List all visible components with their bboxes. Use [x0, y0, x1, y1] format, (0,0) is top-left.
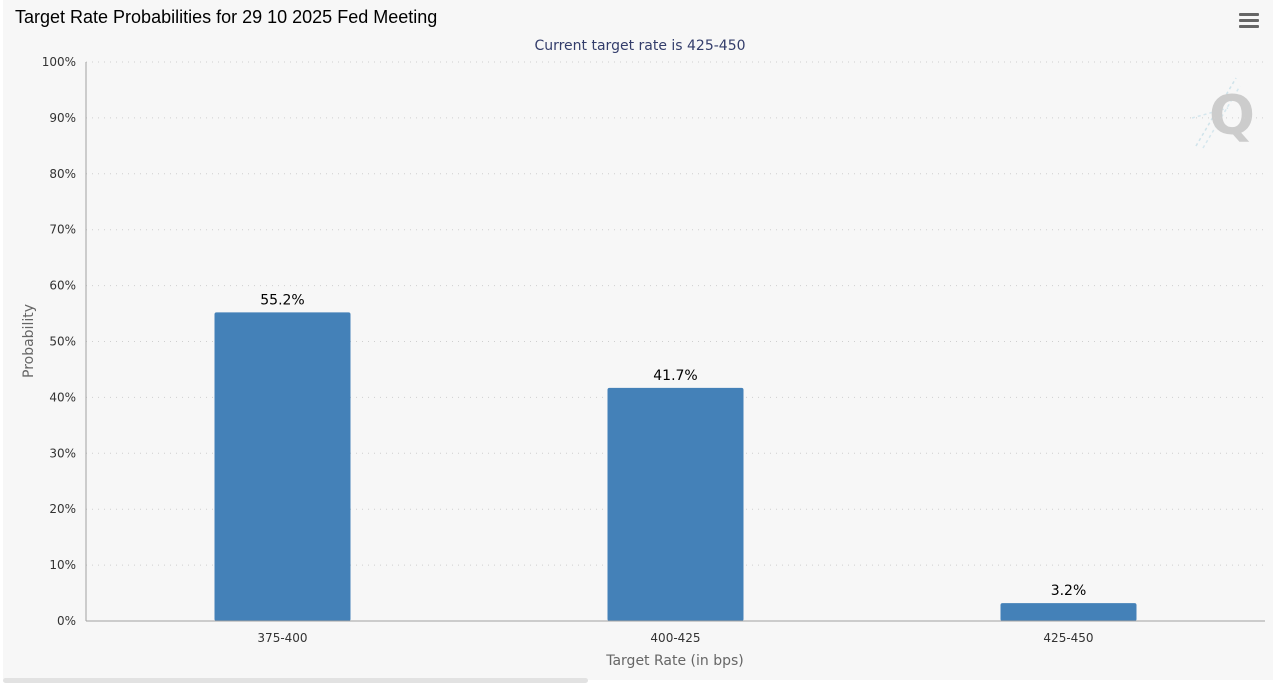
data-label: 41.7%	[653, 368, 697, 384]
y-tick-label: 100%	[42, 55, 76, 69]
bars: 55.2% 41.7% 3.2%	[214, 292, 1137, 621]
watermark-letter: Q	[1209, 84, 1255, 147]
y-tick-label: 0%	[57, 614, 76, 628]
data-label: 3.2%	[1051, 583, 1087, 599]
bar-400-425[interactable]	[607, 387, 744, 621]
q-logo-watermark-icon: Q	[1191, 77, 1255, 149]
bar-425-450[interactable]	[1000, 603, 1137, 621]
y-axis: 0% 10% 20% 30% 40% 50% 60% 70% 80% 90% 100%	[42, 55, 87, 628]
y-tick-label: 40%	[49, 390, 76, 404]
chart-subtitle: Current target rate is 425-450	[534, 38, 745, 54]
x-tick-label: 375-400	[257, 631, 307, 645]
y-tick-label: 90%	[49, 111, 76, 125]
y-tick-label: 30%	[49, 446, 76, 460]
y-tick-label: 60%	[49, 279, 76, 293]
y-tick-label: 50%	[49, 335, 76, 349]
bar-375-400[interactable]	[214, 312, 351, 621]
y-tick-label: 80%	[49, 167, 76, 181]
x-tick-label: 425-450	[1043, 631, 1093, 645]
chart-title: Target Rate Probabilities for 29 10 2025…	[15, 7, 438, 27]
x-tick-label: 400-425	[650, 631, 700, 645]
y-tick-label: 20%	[49, 502, 76, 516]
x-axis: 375-400 400-425 425-450	[86, 620, 1265, 645]
y-tick-label: 70%	[49, 223, 76, 237]
data-label: 55.2%	[260, 292, 304, 308]
x-axis-title: Target Rate (in bps)	[605, 653, 744, 669]
hamburger-menu-icon[interactable]	[1239, 12, 1261, 30]
y-axis-title: Probability	[21, 304, 37, 378]
y-tick-label: 10%	[49, 558, 76, 572]
horizontal-scrollbar[interactable]	[3, 678, 588, 683]
